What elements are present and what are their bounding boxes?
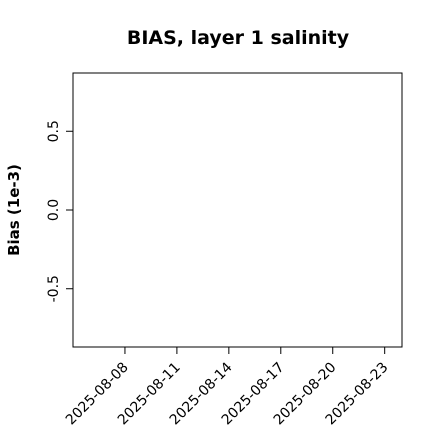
x-axis: 2025-08-082025-08-112025-08-142025-08-17…: [63, 346, 392, 428]
y-tick-label: -0.5: [46, 275, 62, 302]
y-tick-label: 0.5: [46, 120, 62, 142]
y-axis: -0.5 0.0 0.5: [46, 120, 74, 302]
y-tick-label: 0.0: [46, 199, 62, 221]
plot-area: [72, 72, 403, 348]
y-axis-label: Bias (1e-3): [5, 164, 23, 256]
chart-title: BIAS, layer 1 salinity: [127, 27, 350, 49]
